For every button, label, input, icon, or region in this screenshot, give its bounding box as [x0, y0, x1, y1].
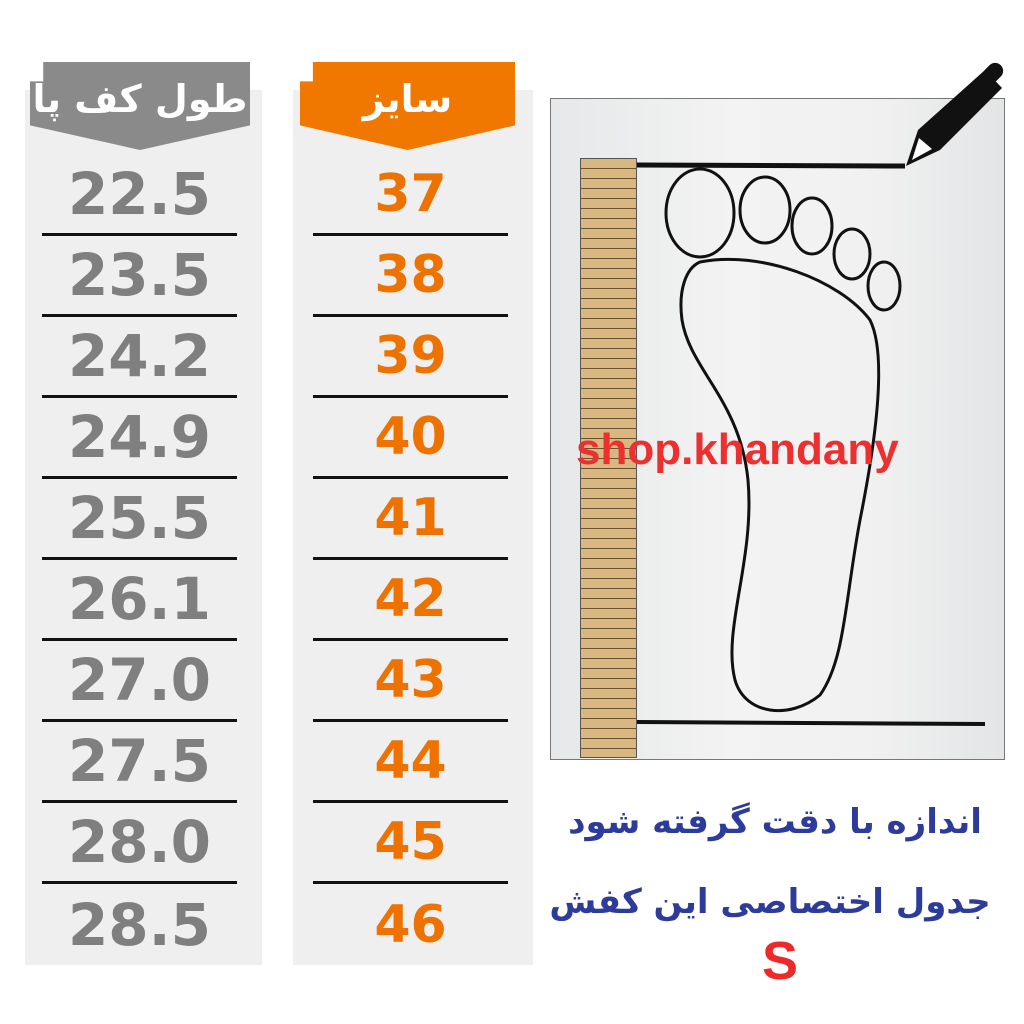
foot-length-value: 24.2 [42, 317, 237, 398]
foot-length-value: 28.0 [42, 803, 237, 884]
measure-note: اندازه با دقت گرفته شود [568, 802, 982, 842]
foot-length-value: 22.5 [42, 155, 237, 236]
watermark: shop.khandany [576, 425, 899, 474]
size-code: S [761, 931, 799, 991]
foot-length-value: 27.5 [42, 722, 237, 803]
foot-length-list: 22.5 23.5 24.2 24.9 25.5 26.1 27.0 27.5 … [42, 155, 237, 965]
size-value: 40 [313, 398, 508, 479]
size-value: 43 [313, 641, 508, 722]
foot-length-value: 23.5 [42, 236, 237, 317]
ruler-icon [580, 158, 637, 758]
size-value: 44 [313, 722, 508, 803]
foot-length-value: 24.9 [42, 398, 237, 479]
size-value: 41 [313, 479, 508, 560]
size-list: 37 38 39 40 41 42 43 44 45 46 [313, 155, 508, 965]
size-value: 39 [313, 317, 508, 398]
foot-length-value: 27.0 [42, 641, 237, 722]
chart-note: جدول اختصاصی این کفش [549, 882, 991, 922]
foot-length-value: 28.5 [67, 890, 212, 959]
size-value: 45 [313, 803, 508, 884]
foot-length-value: 25.5 [42, 479, 237, 560]
size-value: 46 [374, 894, 447, 955]
size-value: 37 [313, 155, 508, 236]
foot-length-value: 26.1 [42, 560, 237, 641]
size-value: 42 [313, 560, 508, 641]
size-value: 38 [313, 236, 508, 317]
pencil-icon [906, 62, 1004, 166]
